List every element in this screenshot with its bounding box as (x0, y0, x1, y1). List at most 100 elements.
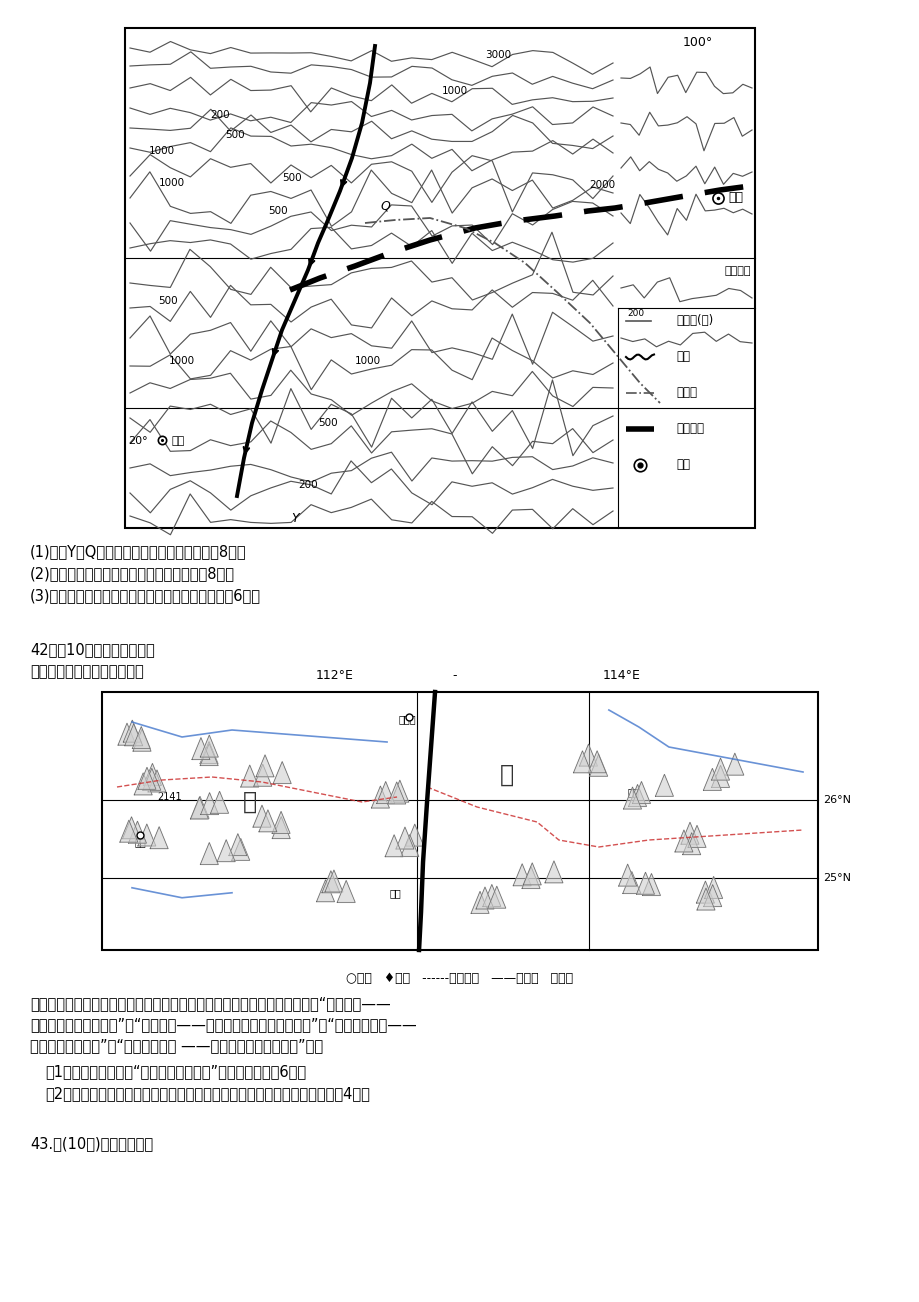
Polygon shape (579, 743, 596, 766)
Bar (102, 691, 817, 950)
Polygon shape (132, 727, 150, 749)
Polygon shape (395, 827, 414, 849)
Text: (3)该经济走廊的建设可能会遇到哪些自然障碍。（6分）: (3)该经济走廊的建设可能会遇到哪些自然障碍。（6分） (30, 589, 261, 603)
Polygon shape (482, 884, 500, 906)
Polygon shape (710, 766, 729, 788)
Polygon shape (324, 870, 343, 892)
Polygon shape (337, 880, 355, 902)
Text: 桂林: 桂林 (134, 837, 146, 848)
Text: 中央电视台美食栏目《舌尖上的中国》曾介绍，南岭美食自成一派，如“清炒蕨菜——: 中央电视台美食栏目《舌尖上的中国》曾介绍，南岭美食自成一派，如“清炒蕨菜—— (30, 996, 391, 1010)
Polygon shape (119, 820, 138, 842)
Polygon shape (125, 724, 142, 746)
Polygon shape (138, 767, 156, 789)
Polygon shape (703, 884, 720, 906)
Text: 皓漂: 皓漂 (172, 436, 185, 447)
Polygon shape (680, 823, 698, 844)
Polygon shape (487, 887, 505, 909)
Polygon shape (192, 738, 210, 759)
Polygon shape (696, 881, 714, 904)
Polygon shape (376, 781, 394, 803)
Text: 200: 200 (210, 109, 230, 120)
Polygon shape (273, 762, 291, 784)
Polygon shape (210, 792, 228, 814)
Polygon shape (123, 720, 142, 742)
Polygon shape (118, 723, 136, 745)
Polygon shape (704, 876, 721, 898)
Text: (2)评价在皓漂投资石化工业的区位条件。（8分）: (2)评价在皓漂投资石化工业的区位条件。（8分） (30, 566, 234, 581)
Polygon shape (199, 742, 218, 763)
Text: 水口山: 水口山 (398, 713, 415, 724)
Text: 200: 200 (298, 480, 317, 490)
Polygon shape (258, 810, 277, 832)
Text: 112°E: 112°E (316, 669, 354, 682)
Polygon shape (725, 753, 743, 775)
Polygon shape (129, 822, 146, 844)
Polygon shape (200, 793, 219, 815)
Text: 500: 500 (268, 206, 288, 216)
Polygon shape (200, 743, 218, 766)
Text: -: - (452, 669, 457, 682)
Polygon shape (122, 816, 141, 838)
Text: （2）在南岭诸省区境内旅游一般出行的主要交通工具是汽车，说明理由。（4分）: （2）在南岭诸省区境内旅游一般出行的主要交通工具是汽车，说明理由。（4分） (45, 1086, 369, 1101)
Text: （1）请结合材料分析“南岭美食自成一派”的地理原因。（6分）: （1）请结合材料分析“南岭美食自成一派”的地理原因。（6分） (45, 1064, 306, 1079)
Text: 昆明: 昆明 (727, 191, 743, 204)
Text: Q: Q (380, 199, 390, 212)
Text: 500: 500 (282, 173, 301, 184)
Polygon shape (475, 887, 494, 909)
Polygon shape (253, 805, 271, 827)
Polygon shape (200, 736, 218, 756)
Text: 42．（10分）【旅游地理】: 42．（10分）【旅游地理】 (30, 642, 154, 658)
Text: 1000: 1000 (159, 178, 185, 187)
Polygon shape (190, 797, 209, 819)
Polygon shape (229, 833, 246, 855)
Polygon shape (148, 769, 165, 792)
Text: ○城市   ♦山脉   ------省区界线   ——交通线   ～河流: ○城市 ♦山脉 ------省区界线 ——交通线 ～河流 (346, 973, 573, 986)
Text: 500: 500 (318, 418, 337, 428)
Polygon shape (385, 835, 403, 857)
Polygon shape (523, 863, 540, 885)
Text: 本地的好水、靡米”；“紫苏爆炒螺蛳 ——奇香紫苏叶去螺蛳腾味”等。: 本地的好水、靡米”；“紫苏爆炒螺蛳 ——奇香紫苏叶去螺蛳腾味”等。 (30, 1038, 323, 1053)
Text: 2000: 2000 (588, 180, 615, 190)
Polygon shape (322, 871, 339, 893)
Text: 北回归线: 北回归线 (724, 266, 750, 276)
Polygon shape (138, 824, 155, 846)
Text: 26°N: 26°N (823, 796, 850, 806)
Polygon shape (687, 825, 705, 848)
Polygon shape (142, 768, 161, 790)
Polygon shape (636, 872, 653, 894)
Text: 200: 200 (627, 309, 644, 318)
Text: 河流: 河流 (675, 350, 689, 363)
Text: 南: 南 (243, 789, 256, 814)
Polygon shape (587, 751, 606, 773)
Text: 114°E: 114°E (603, 669, 641, 682)
Text: 城市: 城市 (675, 458, 689, 471)
Polygon shape (521, 866, 539, 888)
Text: 读图文资料，回答下列问题。: 读图文资料，回答下列问题。 (30, 664, 143, 680)
Text: 25°N: 25°N (823, 872, 850, 883)
Text: 20°: 20° (129, 436, 148, 447)
Polygon shape (710, 758, 729, 780)
Polygon shape (217, 840, 235, 862)
Polygon shape (641, 874, 660, 896)
Polygon shape (133, 729, 151, 751)
Text: Y: Y (291, 512, 299, 525)
Text: (1)分析Y河Q点以上河段突出的水系特征。（8分）: (1)分析Y河Q点以上河段突出的水系特征。（8分） (30, 544, 246, 559)
Polygon shape (391, 780, 408, 802)
Polygon shape (241, 766, 258, 786)
Polygon shape (232, 838, 249, 861)
Polygon shape (387, 783, 405, 803)
Text: 1000: 1000 (355, 355, 380, 366)
Text: 2141: 2141 (157, 792, 182, 802)
Polygon shape (573, 751, 591, 773)
Text: 蕨菜是最为普遍的野菜”；“石头猪肉——精干瘦小、脾气执拗的山猪”；“米味十足肠粉——: 蕨菜是最为普遍的野菜”；“石头猪肉——精干瘦小、脾气执拗的山猪”；“米味十足肠粉… (30, 1017, 416, 1032)
Polygon shape (628, 785, 646, 806)
Polygon shape (254, 764, 271, 786)
Polygon shape (697, 888, 714, 910)
Text: 100°: 100° (682, 36, 712, 49)
Polygon shape (143, 763, 161, 785)
Polygon shape (191, 797, 209, 819)
Text: 500: 500 (158, 296, 177, 306)
Polygon shape (255, 755, 274, 777)
Polygon shape (544, 861, 562, 883)
Text: 3000: 3000 (484, 49, 511, 60)
